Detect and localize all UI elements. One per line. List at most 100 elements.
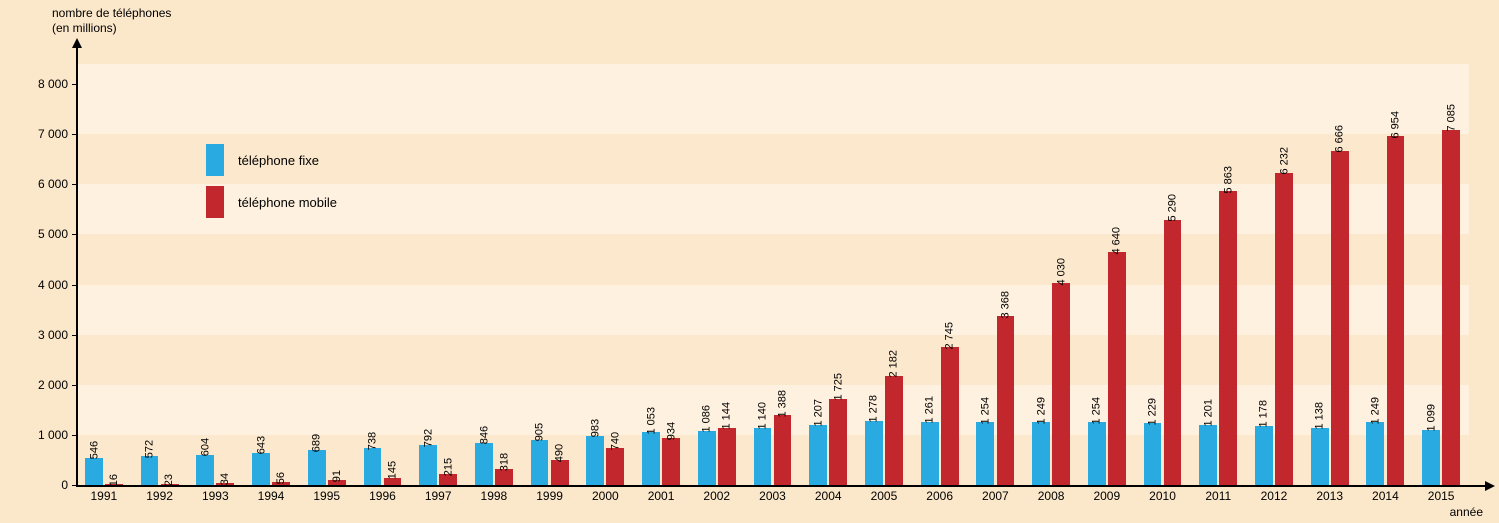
grid-band: [76, 335, 1469, 385]
bar-value-label: 1 053: [645, 397, 657, 434]
bar-fixe: [1088, 422, 1106, 485]
bar-mobile: [606, 448, 624, 485]
y-tick: [72, 485, 76, 486]
bar-fixe: [85, 458, 103, 485]
bar-mobile: [718, 428, 736, 485]
bar-value-label: 91: [331, 464, 343, 482]
bar-value-label: 1 138: [1314, 393, 1326, 430]
x-tick-label: 2001: [648, 489, 675, 503]
bar-value-label: 740: [609, 425, 621, 450]
x-tick-label: 2003: [759, 489, 786, 503]
x-axis-arrow: [1485, 481, 1495, 491]
bar-fixe: [1255, 426, 1273, 485]
bar-value-label: 643: [255, 430, 267, 455]
telephone-chart: 01 0002 0003 0004 0005 0006 0007 0008 00…: [0, 0, 1499, 523]
bar-value-label: 1 086: [701, 396, 713, 433]
x-tick-label: 2007: [982, 489, 1009, 503]
bar-fixe: [141, 456, 159, 485]
x-tick-label: 2012: [1261, 489, 1288, 503]
bar-mobile: [941, 347, 959, 485]
bar-mobile: [662, 438, 680, 485]
bar-mobile: [829, 399, 847, 485]
x-tick-label: 2004: [815, 489, 842, 503]
bar-value-label: 792: [422, 423, 434, 448]
bar-mobile: [1331, 151, 1349, 485]
y-tick: [72, 435, 76, 436]
y-tick-label: 0: [0, 478, 68, 492]
x-axis-title: année: [1450, 505, 1483, 519]
bar-fixe: [754, 428, 772, 485]
bar-value-label: 215: [442, 452, 454, 477]
bar-fixe: [809, 425, 827, 485]
bar-value-label: 5 863: [1222, 156, 1234, 193]
x-tick-label: 2011: [1205, 489, 1231, 503]
bar-value-label: 1 140: [756, 393, 768, 430]
bar-mobile: [1164, 220, 1182, 485]
y-tick: [72, 184, 76, 185]
legend-item: téléphone mobile: [206, 186, 337, 218]
legend-label: téléphone mobile: [238, 195, 337, 210]
y-tick-label: 1 000: [0, 428, 68, 442]
y-axis-arrow: [72, 38, 82, 48]
bar-mobile: [997, 316, 1015, 485]
bar-value-label: 34: [219, 467, 231, 485]
bar-value-label: 689: [311, 428, 323, 453]
bar-value-label: 1 178: [1258, 391, 1270, 428]
bar-value-label: 6 232: [1278, 138, 1290, 175]
bar-fixe: [1144, 423, 1162, 485]
bar-value-label: 1 388: [777, 380, 789, 417]
bar-value-label: 4 030: [1055, 248, 1067, 285]
y-tick: [72, 285, 76, 286]
legend-swatch: [206, 144, 224, 176]
bar-value-label: 846: [478, 420, 490, 445]
bar-value-label: 1 207: [812, 390, 824, 427]
y-tick: [72, 335, 76, 336]
x-tick-label: 1992: [146, 489, 173, 503]
x-tick-label: 2005: [871, 489, 898, 503]
bar-fixe: [865, 421, 883, 485]
bar-mobile: [1052, 283, 1070, 485]
grid-band: [76, 234, 1469, 284]
bar-value-label: 318: [498, 446, 510, 471]
bar-value-label: 1 725: [832, 364, 844, 401]
x-tick-label: 2010: [1149, 489, 1176, 503]
bar-mobile: [1108, 252, 1126, 485]
bar-fixe: [698, 431, 716, 485]
x-tick-label: 1998: [481, 489, 508, 503]
bar-value-label: 1 254: [979, 387, 991, 424]
bar-value-label: 4 640: [1111, 217, 1123, 254]
x-tick-label: 1993: [202, 489, 229, 503]
bar-mobile: [885, 376, 903, 485]
legend: téléphone fixetéléphone mobile: [206, 144, 337, 218]
x-tick-label: 1996: [369, 489, 396, 503]
bar-value-label: 1 249: [1369, 387, 1381, 424]
bar-mobile: [1275, 173, 1293, 485]
bar-value-label: 1 254: [1091, 387, 1103, 424]
bar-fixe: [196, 455, 214, 485]
bar-fixe: [921, 422, 939, 485]
bar-fixe: [1032, 422, 1050, 485]
bar-mobile: [1387, 136, 1405, 485]
bar-value-label: 7 085: [1445, 95, 1457, 132]
bar-value-label: 738: [366, 425, 378, 450]
bar-value-label: 2 745: [944, 312, 956, 349]
bar-value-label: 572: [144, 434, 156, 459]
bar-fixe: [531, 440, 549, 485]
bar-fixe: [586, 436, 604, 485]
bar-value-label: 1 261: [924, 387, 936, 424]
bar-value-label: 3 368: [999, 281, 1011, 318]
y-tick-label: 4 000: [0, 278, 68, 292]
y-tick: [72, 234, 76, 235]
bar-value-label: 1 201: [1202, 390, 1214, 427]
bar-value-label: 16: [108, 468, 120, 486]
bar-mobile: [1442, 130, 1460, 485]
y-tick-label: 2 000: [0, 378, 68, 392]
y-tick-label: 8 000: [0, 77, 68, 91]
bar-value-label: 145: [386, 455, 398, 480]
bar-mobile: [495, 469, 513, 485]
bar-value-label: 905: [534, 417, 546, 442]
bar-value-label: 23: [164, 467, 176, 485]
x-tick-label: 2015: [1428, 489, 1455, 503]
bar-value-label: 1 278: [868, 386, 880, 423]
x-tick-label: 2009: [1093, 489, 1120, 503]
